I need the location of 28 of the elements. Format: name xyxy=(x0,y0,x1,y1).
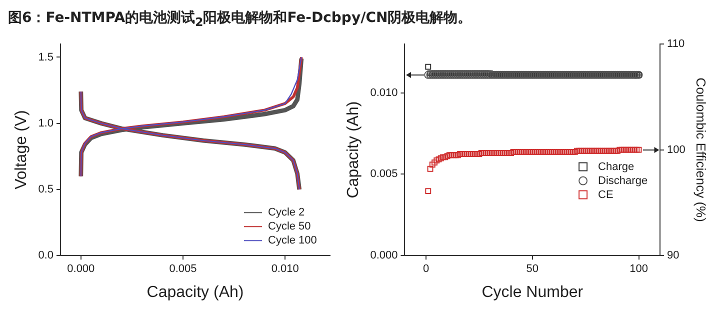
y-tick-label: 0.010 xyxy=(370,86,398,99)
x-tick-label: 50 xyxy=(526,263,539,276)
legend-label: Cycle 2 xyxy=(268,206,305,219)
x-axis-title: Cycle Number xyxy=(482,284,584,301)
x-tick-label: 0.005 xyxy=(169,263,197,276)
x-tick-label: 0 xyxy=(422,263,430,276)
y2-tick-label: 110 xyxy=(667,38,685,50)
y2-tick-label: 100 xyxy=(667,144,686,156)
y-tick-label: 1.0 xyxy=(38,117,54,130)
chart-title: 图6：Fe-NTMPA的电池测试$_{2}$阳极电解物和Fe-Dcbpy/CN阴极电解物。 xyxy=(8,9,473,31)
y-tick-label: 0.5 xyxy=(38,184,54,196)
x-tick-label: 100 xyxy=(630,263,648,276)
y2-tick-label: 90 xyxy=(667,250,680,262)
y2-axis-title: Coulombic Efficiency (%) xyxy=(694,78,709,222)
y-tick-label: 0.005 xyxy=(370,168,398,180)
legend-label: Cycle 100 xyxy=(268,234,317,247)
legend-label: Discharge xyxy=(598,174,648,187)
x-tick-label: 0.000 xyxy=(67,263,95,276)
legend-label: Cycle 50 xyxy=(268,220,311,233)
y-axis-title: Voltage (V) xyxy=(13,110,30,190)
legend-label: CE xyxy=(598,188,614,201)
x-tick-label: 0.010 xyxy=(271,263,299,276)
legend-label: Charge xyxy=(598,160,634,173)
x-axis-title: Capacity (Ah) xyxy=(146,284,244,301)
y-tick-label: 0.0 xyxy=(38,250,54,262)
y-tick-label: 0.000 xyxy=(370,250,398,262)
y-axis-title: Capacity (Ah) xyxy=(345,101,362,198)
y-tick-label: 1.5 xyxy=(38,51,54,64)
